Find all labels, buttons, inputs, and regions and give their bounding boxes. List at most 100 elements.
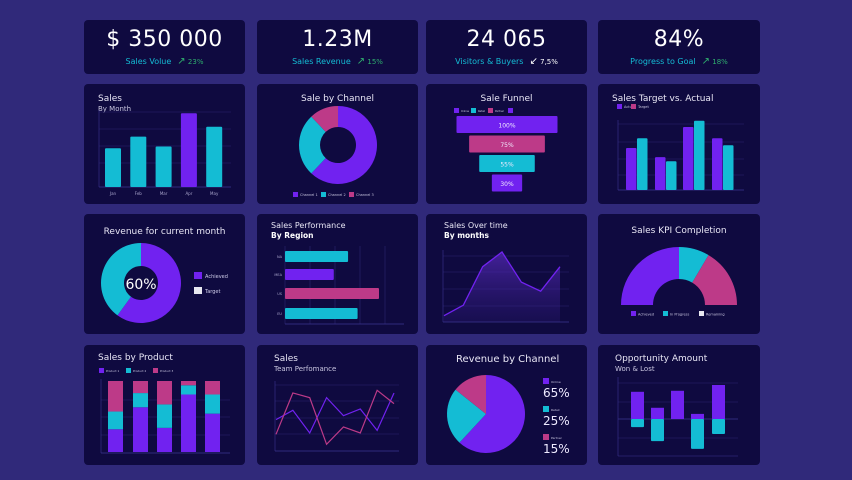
kpi-label: Visitors & Buyers: [455, 57, 524, 66]
lost-bar: [651, 419, 664, 442]
data-label: 30%: [500, 181, 514, 188]
gauge-segment: [692, 255, 737, 305]
stacked-segment-product-2: [157, 404, 172, 428]
bar-actual: [683, 127, 694, 190]
stacked-segment-product-1: [205, 413, 220, 452]
kpi-visitors-buyers: 24 065 Visitors & Buyers ↙ 7,5%: [426, 20, 587, 74]
legend-label: Remaining: [706, 313, 725, 317]
legend-label: Retail: [478, 109, 485, 113]
data-label: 25%: [543, 414, 570, 428]
chart-title: Sales: [98, 94, 122, 104]
chart-title: Sales Target vs. Actual: [612, 94, 714, 104]
stacked-segment-product-1: [133, 407, 148, 452]
region-performance-card: Sales Performance By Region NA MEA US EU: [257, 214, 418, 334]
y-tick-label: MEA: [274, 273, 282, 277]
kpi-completion-chart: Achieved In Progress Remaining: [621, 247, 737, 317]
stacked-segment-product-3: [181, 381, 196, 386]
stacked-segment-product-3: [133, 381, 148, 394]
legend-swatch: [543, 406, 549, 412]
legend-label: Channel 1: [300, 193, 318, 197]
legend-swatch: [153, 368, 158, 373]
legend-swatch: [194, 272, 202, 279]
opportunity-card: Opportunity Amount Won & Lost: [598, 345, 760, 465]
kpi-label: Sales Volue: [125, 57, 172, 66]
pie-slice: [455, 375, 486, 414]
donut-slice: [311, 106, 338, 132]
legend-swatch: [321, 192, 326, 197]
data-label: 55%: [500, 162, 514, 169]
legend-swatch: [543, 434, 549, 440]
legend-swatch: [631, 311, 636, 316]
bar: [285, 288, 380, 299]
bar-target: [666, 161, 677, 190]
sale-by-channel-chart: Channel 1 Channel 2 Channel 3: [293, 106, 377, 197]
legend-swatch: [543, 378, 549, 384]
legend-label: Target: [204, 289, 221, 295]
chart-subtitle: Won & Lost: [615, 365, 655, 373]
lost-bar: [631, 419, 644, 428]
bar: [105, 148, 121, 187]
bar: [155, 146, 172, 187]
chart-title: Sales KPI Completion: [631, 226, 727, 236]
center-label: 60%: [125, 277, 156, 293]
sale-by-channel-card: Sale by Channel Channel 1 Channel 2 Channe…: [257, 84, 418, 204]
revenue-by-channel-card: Revenue by Channel Online 65% Retail 25% Par…: [426, 345, 587, 465]
legend-label: Product 3: [160, 369, 174, 373]
legend-label: Channel 2: [328, 193, 346, 197]
team-performance-chart: [274, 381, 399, 452]
lost-bar: [712, 419, 725, 434]
kpi-change: 15%: [367, 58, 383, 66]
y-tick-label: US: [277, 292, 283, 296]
bar-actual: [712, 138, 723, 190]
opportunity-chart: [617, 377, 738, 457]
area-fill: [444, 252, 560, 322]
legend-swatch: [471, 108, 476, 113]
donut-slice: [117, 243, 181, 323]
kpi-label: Progress to Goal: [630, 57, 696, 66]
won-bar: [631, 391, 644, 419]
data-label: 15%: [543, 442, 570, 456]
stacked-segment-product-3: [108, 381, 123, 412]
legend-swatch: [663, 311, 668, 316]
kpi-change: 18%: [712, 58, 728, 66]
data-label: 75%: [500, 142, 514, 149]
x-tick-label: Mar: [160, 191, 168, 196]
revenue-current-month-chart: 60% Achieved Target: [101, 243, 228, 323]
x-tick-label: Jan: [109, 191, 117, 196]
legend-label: Target: [637, 105, 649, 109]
bar: [180, 113, 197, 187]
legend-label: Achieved: [205, 274, 228, 280]
stacked-segment-product-3: [205, 381, 220, 395]
legend-swatch: [349, 192, 354, 197]
kpi-label: Sales Revenue: [292, 57, 351, 66]
bar-actual: [655, 157, 666, 190]
x-tick-label: Feb: [135, 191, 143, 196]
funnel-bar: [469, 135, 545, 153]
stacked-segment-product-3: [157, 381, 172, 405]
sales-over-time-card: Sales Over time By months: [426, 214, 587, 334]
won-bar: [712, 385, 725, 419]
legend-swatch: [508, 108, 513, 113]
kpi-value: 84%: [653, 27, 705, 52]
legend-label: Product 2: [133, 369, 147, 373]
team-performance-card: Sales Team Perfomance: [257, 345, 418, 465]
chart-title: Revenue by Channel: [456, 354, 560, 365]
won-bar: [651, 407, 664, 419]
revenue-current-month-card: Revenue for current month 60% Achieved Tar…: [84, 214, 245, 334]
target-vs-actual-chart: Actual Target: [617, 104, 744, 191]
kpi-change: 23%: [187, 58, 204, 66]
gauge-segment: [679, 247, 709, 283]
data-label: 100%: [498, 123, 515, 130]
kpi-change: 7,5%: [540, 58, 558, 66]
legend-swatch: [194, 287, 202, 294]
funnel-bar: [479, 155, 535, 172]
trend-up-icon: ↗: [356, 56, 366, 67]
donut-slice: [311, 106, 377, 184]
sales-by-month-chart: Jan Feb Mar Apr May: [98, 110, 231, 196]
bar: [285, 308, 358, 319]
chart-title: Sale by Channel: [301, 94, 374, 104]
target-vs-actual-card: Sales Target vs. Actual Actual Target: [598, 84, 760, 204]
bar: [285, 269, 334, 280]
chart-subtitle: By Region: [271, 231, 314, 240]
stacked-segment-product-2: [133, 393, 148, 408]
